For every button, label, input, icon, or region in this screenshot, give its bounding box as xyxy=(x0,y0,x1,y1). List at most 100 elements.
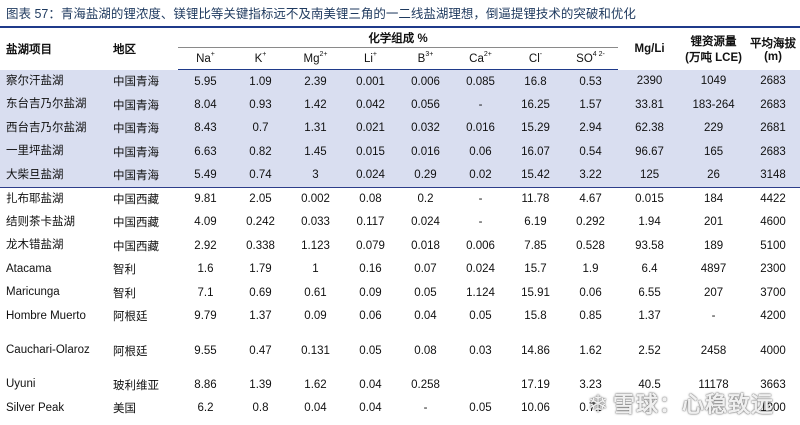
table-cell: 0.05 xyxy=(359,344,382,357)
table-row: Cauchari-Olaroz 阿根廷 9.55 0.47 0.131 0.05 0.08 0… xyxy=(0,328,800,373)
table-cell: 8.86 xyxy=(194,378,217,391)
table-row: Atacama 智利 1.6 1.79 1 0.16 0.07 0.024 15.7 1.9 6.4… xyxy=(0,258,800,282)
table-cell: 0.06 xyxy=(579,286,602,299)
table-cell: 96.67 xyxy=(618,140,682,164)
table-cell: 0.74 xyxy=(233,163,288,188)
table-row: 西台吉乃尔盐湖 中国青海 8.43 0.7 1.31 0.021 0.032 0.016 15.… xyxy=(0,116,800,140)
table-cell: 0.71 xyxy=(579,402,602,415)
table-row: Hombre Muerto 阿根廷 9.79 1.37 0.09 0.06 0.04 0.05… xyxy=(0,305,800,329)
table-cell: 0.292 xyxy=(576,216,605,229)
lake-name: 大柴旦盐湖 xyxy=(0,163,107,188)
table-cell: 1.79 xyxy=(249,263,272,276)
header-element: Mg2+ xyxy=(288,47,343,70)
table-cell: 15.29 xyxy=(508,116,563,140)
table-cell: 0.82 xyxy=(233,140,288,164)
table-cell: 0.69 xyxy=(249,286,272,299)
header-element: Cl- xyxy=(508,47,563,70)
lake-name: 西台吉乃尔盐湖 xyxy=(0,116,107,140)
top-rule xyxy=(0,26,800,28)
table-cell: 1.39 xyxy=(249,378,272,391)
lake-name: Uyuni xyxy=(6,378,36,391)
table-cell: 6.55 xyxy=(638,286,661,299)
lake-region: 中国青海 xyxy=(107,140,178,164)
table-cell: 15.42 xyxy=(508,163,563,188)
table-row: 扎布耶盐湖 中国西藏 9.81 2.05 0.002 0.08 0.2 - 11.78 4.67 0… xyxy=(0,187,800,211)
table-cell: 207 xyxy=(703,286,724,299)
table-cell: 0.53 xyxy=(563,69,619,93)
table-cell: 1049 xyxy=(681,69,747,93)
element-symbol: Li xyxy=(363,52,373,65)
header-element: K+ xyxy=(233,47,288,70)
watermark-text: 雪球：心稳致远 xyxy=(612,392,774,417)
table-cell: 0.2 xyxy=(417,193,434,205)
table-cell: 7.1 xyxy=(197,286,214,299)
header-lake: 盐湖项目 xyxy=(6,43,52,56)
table-cell: 1.62 xyxy=(579,344,602,357)
table-cell: 0.528 xyxy=(576,239,605,252)
table-cell: 0.024 xyxy=(466,263,495,276)
header-element: Ca2+ xyxy=(453,47,508,70)
table-cell: 4000 xyxy=(760,344,786,357)
table-cell: 3.22 xyxy=(563,163,619,188)
table-cell: 0.06 xyxy=(453,140,508,164)
table-cell: 0.042 xyxy=(343,93,398,117)
table-cell: 5.49 xyxy=(178,163,233,188)
table-cell: 4897 xyxy=(700,263,727,276)
table-cell: 0.07 xyxy=(414,263,437,276)
table-cell: 0.056 xyxy=(398,93,453,117)
table-cell: 11178 xyxy=(698,378,729,391)
table-row: Silver Peak 美国 6.2 0.8 0.04 0.04 - 0.05 10.06 0.7… xyxy=(0,397,800,421)
table-cell: 40.5 xyxy=(638,378,661,391)
lake-region: 中国西藏 xyxy=(113,217,159,230)
element-charge: 2+ xyxy=(483,50,492,58)
table-cell: 0.338 xyxy=(246,239,275,252)
table-cell: 15.8 xyxy=(524,310,547,323)
table-cell: 0.024 xyxy=(343,163,398,188)
table-cell: 2300 xyxy=(760,263,786,276)
table-cell: 15.91 xyxy=(521,286,550,299)
table-cell: 1.31 xyxy=(288,116,343,140)
table-cell: 0.05 xyxy=(414,286,437,299)
header-element: B3+ xyxy=(398,47,453,70)
table-cell: 0.03 xyxy=(469,344,492,357)
lake-name: 扎布耶盐湖 xyxy=(6,192,64,205)
table-row: 一里坪盐湖 中国青海 6.63 0.82 1.45 0.015 0.016 0.06 16.07… xyxy=(0,140,800,164)
table-cell: 184 xyxy=(703,193,724,205)
table-cell: 2458 xyxy=(700,344,727,357)
element-symbol: B xyxy=(417,52,426,65)
table-cell: 0.242 xyxy=(246,216,275,229)
table-cell: 4.09 xyxy=(194,216,217,229)
table-cell: 16.8 xyxy=(508,69,563,93)
table-row: Maricunga 智利 7.1 0.69 0.61 0.09 0.05 1.124 15.91… xyxy=(0,281,800,305)
table-row: 龙木错盐湖 中国西藏 2.92 0.338 1.123 0.079 0.018 0.006 7.… xyxy=(0,234,800,258)
table-row: 结则茶卡盐湖 中国西藏 4.09 0.242 0.033 0.117 0.024 - 6.19 0… xyxy=(0,211,800,235)
table-cell: 5.95 xyxy=(178,69,233,93)
table-cell: 0.258 xyxy=(411,378,440,391)
table-cell: 3148 xyxy=(746,163,800,188)
table-cell: 6.2 xyxy=(197,402,214,415)
table-cell: 0.09 xyxy=(304,310,327,323)
table-cell: 0.006 xyxy=(466,239,495,252)
table-cell: 26 xyxy=(681,163,747,188)
lithium-lake-table: 盐湖项目 地区 化学组成 % Mg/Li 锂资源量 (万吨 LCE) 平均海拔 … xyxy=(0,28,800,420)
table-cell: 0.08 xyxy=(359,193,382,205)
table-row: Uyuni 玻利维亚 8.86 1.39 1.62 0.04 0.258 17.19 3.23 4… xyxy=(0,373,800,397)
table-cell: 0.85 xyxy=(579,310,602,323)
table-cell: 7.85 xyxy=(524,239,547,252)
lake-name: Hombre Muerto xyxy=(6,309,86,322)
table-cell: 0.06 xyxy=(359,310,382,323)
table-cell: 33.81 xyxy=(618,93,682,117)
element-charge: 4 2- xyxy=(592,50,605,58)
table-cell: 183-264 xyxy=(681,93,747,117)
lake-region: 中国西藏 xyxy=(113,194,159,206)
element-symbol: Cl xyxy=(528,52,540,65)
element-symbol: SO xyxy=(576,52,593,65)
element-symbol: Mg xyxy=(303,52,320,65)
element-symbol: Ca xyxy=(469,52,484,65)
lake-name: Silver Peak xyxy=(6,401,65,414)
table-cell: 11.78 xyxy=(521,193,550,205)
table-cell: 0.04 xyxy=(414,310,437,323)
table-cell: 3700 xyxy=(760,286,786,299)
table-cell: 4422 xyxy=(760,193,786,205)
table-cell: - xyxy=(478,216,483,229)
